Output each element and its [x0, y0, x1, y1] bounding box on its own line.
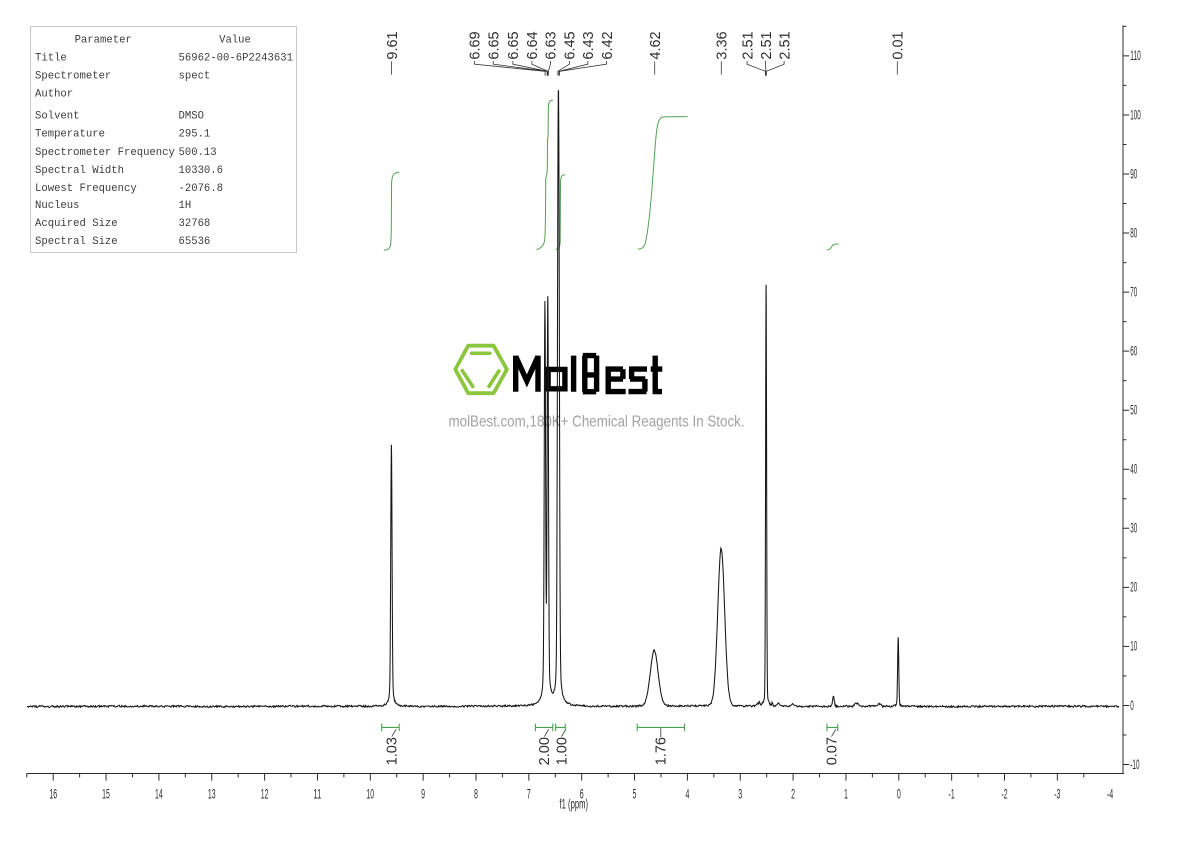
svg-text:1.03: 1.03	[385, 737, 401, 765]
svg-text:molBest.com,180K+ Chemical Rea: molBest.com,180K+ Chemical Reagents In S…	[449, 413, 745, 430]
svg-text:-10: -10	[1130, 756, 1139, 772]
svg-text:100: 100	[1130, 106, 1141, 122]
svg-text:Spectrometer: Spectrometer	[35, 71, 111, 83]
svg-text:7: 7	[527, 785, 531, 801]
svg-text:110: 110	[1130, 47, 1141, 63]
svg-text:6.63: 6.63	[544, 31, 560, 59]
svg-text:60: 60	[1130, 343, 1137, 359]
svg-text:10330.6: 10330.6	[179, 165, 224, 177]
svg-text:9: 9	[421, 785, 425, 801]
svg-text:Spectrometer Frequency: Spectrometer Frequency	[35, 147, 175, 159]
svg-text:6.65: 6.65	[506, 31, 522, 59]
svg-text:0: 0	[897, 785, 901, 801]
svg-text:13: 13	[208, 785, 216, 801]
svg-text:1.00: 1.00	[554, 737, 570, 765]
svg-text:-2076.8: -2076.8	[179, 183, 224, 195]
svg-text:11: 11	[314, 785, 322, 801]
svg-text:295.1: 295.1	[179, 129, 211, 141]
svg-text:65536: 65536	[179, 236, 211, 248]
svg-text:6.65: 6.65	[487, 31, 503, 59]
svg-text:spect: spect	[179, 71, 211, 83]
svg-text:30: 30	[1130, 520, 1137, 536]
svg-text:8: 8	[474, 785, 478, 801]
svg-text:Spectral Size: Spectral Size	[35, 236, 118, 248]
svg-text:6.45: 6.45	[563, 31, 579, 59]
svg-text:Solvent: Solvent	[35, 111, 80, 123]
svg-text:-4: -4	[1107, 785, 1113, 801]
svg-text:Nucleus: Nucleus	[35, 200, 80, 212]
svg-text:Spectral Width: Spectral Width	[35, 165, 124, 177]
svg-text:Title: Title	[35, 53, 67, 65]
svg-text:6.64: 6.64	[525, 31, 541, 59]
svg-text:12: 12	[261, 785, 269, 801]
svg-text:Acquired Size: Acquired Size	[35, 218, 118, 230]
svg-text:0: 0	[1130, 697, 1134, 713]
svg-text:6.69: 6.69	[468, 31, 484, 59]
svg-text:DMSO: DMSO	[179, 111, 204, 123]
svg-text:56962-00-6P2243631: 56962-00-6P2243631	[179, 53, 293, 65]
svg-text:90: 90	[1130, 165, 1137, 181]
svg-text:2.51: 2.51	[740, 31, 756, 59]
svg-text:2.00: 2.00	[537, 737, 553, 765]
svg-text:3.36: 3.36	[715, 31, 731, 59]
svg-text:2: 2	[791, 785, 795, 801]
svg-text:500.13: 500.13	[179, 147, 217, 159]
svg-text:2.51: 2.51	[759, 31, 775, 59]
svg-text:15: 15	[102, 785, 110, 801]
svg-text:-2: -2	[1001, 785, 1007, 801]
svg-text:Lowest Frequency: Lowest Frequency	[35, 183, 137, 195]
svg-text:Parameter: Parameter	[75, 35, 132, 47]
svg-text:9.61: 9.61	[385, 31, 401, 59]
svg-text:f1 (ppm): f1 (ppm)	[560, 796, 589, 812]
svg-text:1H: 1H	[179, 200, 192, 212]
svg-text:3: 3	[738, 785, 742, 801]
svg-text:0.01: 0.01	[891, 31, 907, 59]
svg-text:Value: Value	[219, 35, 251, 47]
svg-text:Author: Author	[35, 89, 73, 101]
svg-text:1.76: 1.76	[654, 737, 670, 765]
svg-text:4.62: 4.62	[648, 31, 664, 59]
svg-text:20: 20	[1130, 579, 1137, 595]
svg-text:70: 70	[1130, 283, 1137, 299]
svg-text:6: 6	[580, 785, 584, 801]
svg-text:0.07: 0.07	[824, 737, 840, 765]
svg-text:40: 40	[1130, 461, 1137, 477]
svg-text:1: 1	[844, 785, 848, 801]
svg-text:5: 5	[633, 785, 637, 801]
svg-text:32768: 32768	[179, 218, 211, 230]
svg-text:6.42: 6.42	[600, 31, 616, 59]
svg-text:16: 16	[49, 785, 57, 801]
svg-text:Temperature: Temperature	[35, 129, 105, 141]
svg-text:6.43: 6.43	[581, 31, 597, 59]
svg-text:4: 4	[685, 785, 689, 801]
svg-text:50: 50	[1130, 402, 1137, 418]
svg-text:10: 10	[1130, 638, 1137, 654]
svg-text:-1: -1	[949, 785, 955, 801]
svg-text:80: 80	[1130, 224, 1137, 240]
svg-text:10: 10	[366, 785, 374, 801]
svg-text:2.51: 2.51	[777, 31, 793, 59]
svg-text:14: 14	[155, 785, 163, 801]
svg-text:-3: -3	[1054, 785, 1060, 801]
